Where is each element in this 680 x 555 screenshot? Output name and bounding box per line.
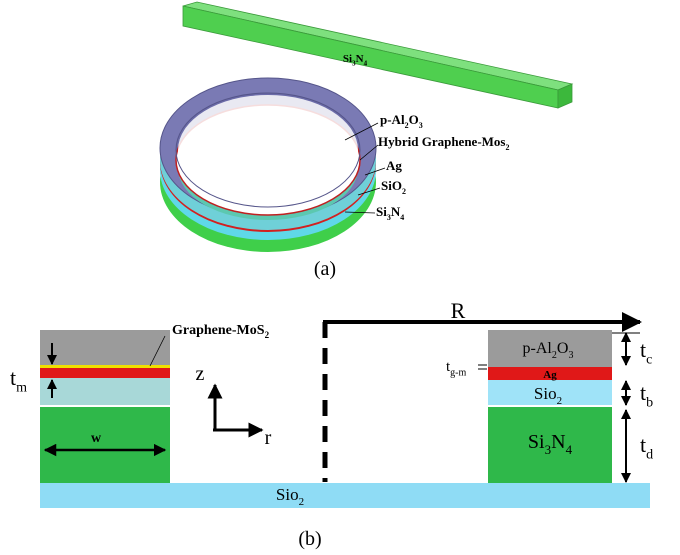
text-run: p-Al — [523, 340, 553, 357]
figure: Si3N4p-Al2O3Hybrid Graphene-Mos2AgSiO2Si… — [0, 0, 680, 555]
label: tc — [640, 337, 652, 368]
subscript: 3 — [419, 121, 423, 130]
subscript: 4 — [566, 442, 573, 457]
text-run: w — [91, 431, 102, 446]
text-run: SiO — [381, 178, 402, 193]
label: Graphene-MoS2 — [172, 323, 270, 340]
text-run: Si — [528, 431, 545, 453]
subscript: 2 — [402, 187, 406, 196]
subscript: 2 — [299, 496, 305, 508]
text-run: Si — [376, 204, 387, 219]
label: tb — [640, 380, 653, 411]
text-run: R — [451, 298, 466, 323]
label: (a) — [314, 258, 336, 280]
label: tm — [10, 365, 27, 396]
text-run: r — [265, 427, 272, 449]
subscript: c — [646, 353, 652, 368]
text-run: Graphene-MoS — [172, 323, 265, 338]
text-run: Sio — [534, 384, 557, 403]
label: td — [640, 432, 653, 463]
label: SiO2 — [381, 178, 406, 196]
text-run: (a) — [314, 258, 336, 280]
label: (b) — [298, 528, 321, 550]
text-run: z — [196, 363, 205, 385]
label: Ag — [386, 158, 402, 173]
text-run: p-Al — [380, 112, 405, 127]
label: w — [91, 431, 102, 446]
subscript: 2 — [557, 395, 563, 407]
subscript: 2 — [265, 330, 270, 340]
text-run: (b) — [298, 528, 321, 550]
label: p-Al2O3 — [380, 112, 423, 130]
text-run: O — [557, 340, 569, 357]
subscript: d — [646, 448, 653, 463]
label: r — [265, 427, 272, 449]
label: R — [451, 298, 466, 323]
subscript: 4 — [400, 213, 404, 222]
label: Ag — [543, 369, 557, 381]
label: z — [196, 363, 205, 385]
text-run: Ag — [386, 158, 402, 173]
label: Si3N4 — [376, 204, 404, 222]
subscript: m — [16, 381, 27, 396]
subscript: 3 — [568, 350, 573, 361]
text-run: N — [551, 431, 565, 453]
text-run: N — [356, 53, 364, 65]
text-run: Hybrid Graphene-Mos — [378, 134, 505, 149]
subscript: 2 — [505, 143, 509, 152]
text-run: Si — [343, 53, 352, 65]
ring-resonator — [160, 78, 376, 252]
subscript: 4 — [364, 59, 368, 67]
label: tg-m — [446, 359, 467, 379]
text-run: Sio — [276, 485, 299, 504]
text-run: Ag — [543, 369, 557, 381]
label: Hybrid Graphene-Mos2 — [378, 134, 509, 152]
subscript: g-m — [450, 368, 466, 379]
subscript: b — [646, 396, 653, 411]
text-run: O — [409, 112, 419, 127]
